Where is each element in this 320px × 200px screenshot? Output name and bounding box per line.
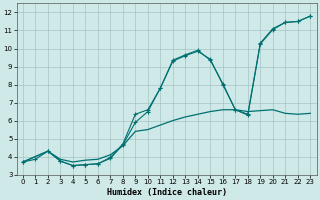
- X-axis label: Humidex (Indice chaleur): Humidex (Indice chaleur): [107, 188, 227, 197]
